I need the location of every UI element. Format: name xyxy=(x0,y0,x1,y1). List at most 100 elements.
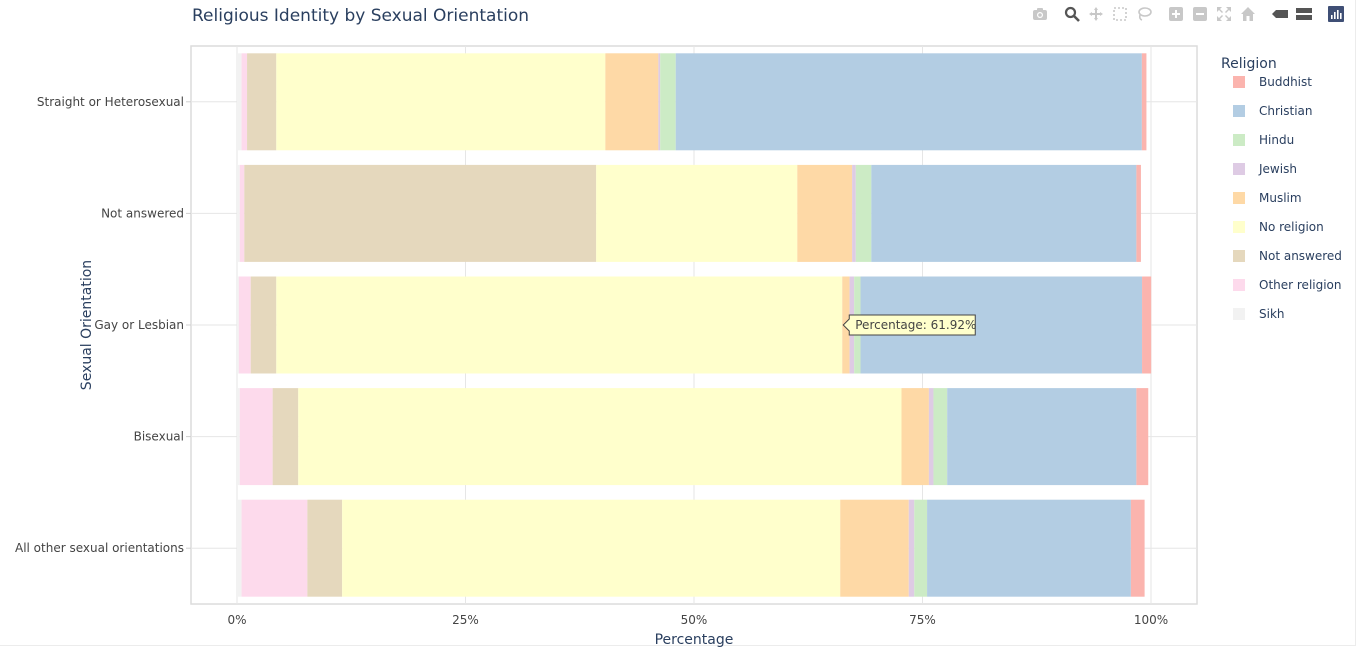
bar-not-answered-straight-or-heterosexual[interactable] xyxy=(247,53,277,151)
legend-label: Other religion xyxy=(1259,278,1342,292)
legend-swatch xyxy=(1233,105,1245,117)
bar-buddhist-not-answered[interactable] xyxy=(1136,164,1141,262)
bar-christian-bisexual[interactable] xyxy=(947,388,1137,486)
legend-label: Muslim xyxy=(1259,191,1302,205)
legend-swatch xyxy=(1233,192,1245,204)
camera-icon[interactable] xyxy=(1030,4,1050,24)
y-tick-label: Gay or Lesbian xyxy=(94,318,184,332)
legend-item-sikh[interactable]: Sikh xyxy=(1233,307,1285,321)
spike-lines-icon[interactable] xyxy=(1270,4,1290,24)
tooltip-label: Percentage: 61.92% xyxy=(855,318,976,332)
legend-label: Not answered xyxy=(1259,249,1342,263)
y-tick-labels: Straight or Heterosexual Not answered Gay … xyxy=(15,95,191,555)
bar-jewish-straight-or-heterosexual[interactable] xyxy=(658,53,661,151)
bar-hindu-straight-or-heterosexual[interactable] xyxy=(660,53,676,151)
legend-label: Jewish xyxy=(1258,162,1297,176)
x-axis-title: Percentage xyxy=(655,632,734,647)
legend-item-no-religion[interactable]: No religion xyxy=(1233,220,1324,234)
legend-label: Hindu xyxy=(1259,133,1294,147)
legend-swatch xyxy=(1233,76,1245,88)
bar-buddhist-gay-or-lesbian[interactable] xyxy=(1142,276,1152,374)
legend-swatch xyxy=(1233,250,1245,262)
chart-title: Religious Identity by Sexual Orientation xyxy=(192,6,530,26)
bar-not-answered-gay-or-lesbian[interactable] xyxy=(250,276,277,374)
bar-muslim-all-other-sexual-orientations[interactable] xyxy=(840,499,909,597)
bar-buddhist-all-other-sexual-orientations[interactable] xyxy=(1130,499,1145,597)
legend-item-muslim[interactable]: Muslim xyxy=(1233,191,1302,205)
compare-hover-icon[interactable] xyxy=(1294,4,1314,24)
legend[interactable]: Buddhist Christian Hindu Jewish Muslim No rel… xyxy=(1233,75,1342,321)
bar-hindu-bisexual[interactable] xyxy=(933,388,948,486)
y-tick-label: Not answered xyxy=(101,206,184,220)
x-tick-label: 75% xyxy=(909,613,936,627)
zoom-icon[interactable] xyxy=(1062,4,1082,24)
bar-other-religion-gay-or-lesbian[interactable] xyxy=(238,276,251,374)
bar-jewish-bisexual[interactable] xyxy=(928,388,934,486)
zoom-in-icon[interactable] xyxy=(1166,4,1186,24)
bar-no-religion-all-other-sexual-orientations[interactable] xyxy=(342,499,841,597)
bar-not-answered-not-answered[interactable] xyxy=(244,164,597,262)
x-tick-label: 25% xyxy=(452,613,479,627)
bar-hindu-all-other-sexual-orientations[interactable] xyxy=(914,499,928,597)
legend-item-other-religion[interactable]: Other religion xyxy=(1233,278,1342,292)
legend-swatch xyxy=(1233,279,1245,291)
bar-other-religion-all-other-sexual-orientations[interactable] xyxy=(241,499,308,597)
bar-not-answered-bisexual[interactable] xyxy=(272,388,299,486)
bar-jewish-not-answered[interactable] xyxy=(852,164,856,262)
legend-item-jewish[interactable]: Jewish xyxy=(1233,162,1297,176)
bar-muslim-straight-or-heterosexual[interactable] xyxy=(605,53,659,151)
legend-item-buddhist[interactable]: Buddhist xyxy=(1233,75,1312,89)
bar-other-religion-straight-or-heterosexual[interactable] xyxy=(241,53,248,151)
bar-muslim-bisexual[interactable] xyxy=(901,388,929,486)
y-axis-title: Sexual Orientation xyxy=(79,260,95,390)
lasso-select-icon[interactable] xyxy=(1134,4,1154,24)
plotly-logo-icon[interactable] xyxy=(1326,4,1346,24)
x-tick-label: 50% xyxy=(681,613,708,627)
legend-label: Christian xyxy=(1259,104,1313,118)
bar-sikh-straight-or-heterosexual[interactable] xyxy=(237,53,242,151)
bar-sikh-all-other-sexual-orientations[interactable] xyxy=(237,499,242,597)
bar-hindu-not-answered[interactable] xyxy=(855,164,872,262)
autoscale-icon[interactable] xyxy=(1214,4,1234,24)
x-tick-label: 100% xyxy=(1134,613,1168,627)
legend-swatch xyxy=(1233,134,1245,146)
hover-tooltip: Percentage: 61.92% xyxy=(842,314,976,336)
bar-other-religion-not-answered[interactable] xyxy=(239,164,245,262)
legend-label: Sikh xyxy=(1259,307,1285,321)
bar-no-religion-bisexual[interactable] xyxy=(298,388,902,486)
x-tick-labels: 0% 25% 50% 75% 100% xyxy=(227,613,1168,627)
bar-other-religion-bisexual[interactable] xyxy=(239,388,273,486)
bar-muslim-not-answered[interactable] xyxy=(797,164,853,262)
y-tick-label: Straight or Heterosexual xyxy=(37,95,184,109)
modebar xyxy=(1030,4,1350,24)
legend-label: Buddhist xyxy=(1259,75,1312,89)
bar-jewish-all-other-sexual-orientations[interactable] xyxy=(908,499,915,597)
x-tick-label: 0% xyxy=(227,613,246,627)
bars xyxy=(237,53,1152,597)
legend-item-not-answered[interactable]: Not answered xyxy=(1233,249,1342,263)
pan-icon[interactable] xyxy=(1086,4,1106,24)
bar-buddhist-bisexual[interactable] xyxy=(1136,388,1149,486)
home-icon[interactable] xyxy=(1238,4,1258,24)
bar-no-religion-not-answered[interactable] xyxy=(596,164,798,262)
legend-swatch xyxy=(1233,308,1245,320)
tooltip-box xyxy=(842,314,976,336)
bar-no-religion-straight-or-heterosexual[interactable] xyxy=(276,53,606,151)
bar-no-religion-gay-or-lesbian[interactable] xyxy=(276,276,843,374)
legend-item-christian[interactable]: Christian xyxy=(1233,104,1313,118)
bar-not-answered-all-other-sexual-orientations[interactable] xyxy=(307,499,343,597)
box-select-icon[interactable] xyxy=(1110,4,1130,24)
bar-christian-straight-or-heterosexual[interactable] xyxy=(675,53,1142,151)
bar-christian-not-answered[interactable] xyxy=(871,164,1137,262)
bar-sikh-not-answered[interactable] xyxy=(237,164,240,262)
zoom-out-icon[interactable] xyxy=(1190,4,1210,24)
bar-sikh-bisexual[interactable] xyxy=(237,388,240,486)
bar-christian-all-other-sexual-orientations[interactable] xyxy=(927,499,1131,597)
legend-swatch xyxy=(1233,163,1245,175)
bar-buddhist-straight-or-heterosexual[interactable] xyxy=(1141,53,1147,151)
legend-title: Religion xyxy=(1221,56,1277,72)
bar-sikh-gay-or-lesbian[interactable] xyxy=(237,276,239,374)
legend-item-hindu[interactable]: Hindu xyxy=(1233,133,1294,147)
